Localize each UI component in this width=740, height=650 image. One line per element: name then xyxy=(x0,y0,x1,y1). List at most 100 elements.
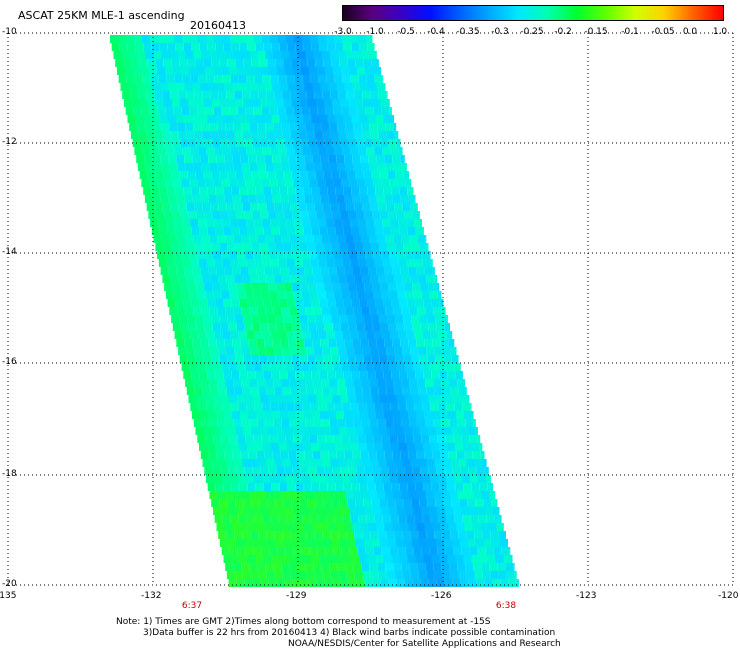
swath-cell xyxy=(295,115,304,123)
swath-cell xyxy=(339,499,348,507)
swath-cell xyxy=(282,275,291,283)
swath-cell xyxy=(282,571,291,579)
swath-cell xyxy=(353,235,362,243)
swath-cell xyxy=(318,331,327,339)
swath-cell xyxy=(183,371,192,379)
swath-cell xyxy=(353,491,362,499)
swath-cell xyxy=(274,459,283,467)
colorbar xyxy=(342,5,724,21)
swath-cell xyxy=(376,523,385,531)
swath-cell xyxy=(362,459,371,467)
swath-cell xyxy=(335,443,343,451)
swath-cell xyxy=(436,283,440,291)
swath-cell xyxy=(345,307,354,315)
swath-cell xyxy=(420,539,428,547)
swath-cell xyxy=(508,579,517,587)
swath-cell xyxy=(427,243,429,251)
swath-cell xyxy=(433,307,442,315)
swath-cell xyxy=(430,259,433,267)
swath-cell xyxy=(402,459,411,467)
swath-cell xyxy=(438,475,446,483)
swath-cell xyxy=(228,395,237,403)
swath-cell xyxy=(293,363,302,371)
swath-cell xyxy=(484,539,492,547)
swath-cell xyxy=(479,555,488,563)
swath-cell xyxy=(149,107,158,115)
swath-cell xyxy=(389,251,398,259)
swath-cell xyxy=(319,483,328,491)
swath-cell xyxy=(194,203,203,211)
swath-cell xyxy=(226,571,235,579)
swath-cell xyxy=(409,235,418,243)
swath-cell xyxy=(242,275,251,283)
swath-cell xyxy=(334,331,343,339)
swath-cell xyxy=(236,99,244,107)
swath-cell xyxy=(228,579,237,587)
swath-cell xyxy=(426,571,435,579)
swath-cell xyxy=(282,387,291,395)
swath-cell xyxy=(239,371,248,379)
swath-cell xyxy=(370,387,379,395)
swath-cell xyxy=(366,147,375,155)
swath-cell xyxy=(383,299,392,307)
swath-cell xyxy=(277,67,285,75)
swath-cell xyxy=(226,347,235,355)
swath-cell xyxy=(453,363,461,371)
swath-cell xyxy=(169,235,178,243)
swath-cell xyxy=(210,203,219,211)
swath-cell xyxy=(266,131,275,139)
swath-cell xyxy=(261,547,270,555)
swath-cell xyxy=(293,251,302,259)
swath-cell xyxy=(356,395,365,403)
swath-cell xyxy=(206,35,214,43)
swath-cell xyxy=(215,227,224,235)
swath-cell xyxy=(279,115,288,123)
swath-cell xyxy=(134,75,143,83)
swath-cell xyxy=(303,371,312,379)
swath-cell xyxy=(272,155,281,163)
swath-cell xyxy=(284,99,292,107)
swath-cell xyxy=(340,211,349,219)
swath-cell xyxy=(384,83,386,91)
swath-cell xyxy=(383,227,392,235)
swath-cell xyxy=(180,99,188,107)
swath-cell xyxy=(323,499,332,507)
swath-cell xyxy=(322,459,331,467)
swath-cell xyxy=(365,251,374,259)
swath-cell xyxy=(266,531,275,539)
swath-cell xyxy=(137,123,146,131)
swath-cell xyxy=(389,507,397,515)
swath-cell xyxy=(193,163,202,171)
swath-cell xyxy=(439,555,448,563)
swath-cell xyxy=(365,507,373,515)
swath-cell xyxy=(110,35,118,43)
swath-cell xyxy=(361,163,370,171)
swath-cell xyxy=(351,555,360,563)
swath-cell xyxy=(452,395,461,403)
swath-cell xyxy=(229,107,238,115)
swath-cell xyxy=(371,171,380,179)
swath-cell xyxy=(476,579,485,587)
swath-cell xyxy=(312,155,321,163)
swath-cell xyxy=(368,195,377,203)
swath-cell xyxy=(250,459,259,467)
swath-cell xyxy=(234,459,243,467)
swath-cell xyxy=(296,155,305,163)
swath-cell xyxy=(383,187,392,195)
swath-cell xyxy=(295,371,304,379)
swath-cell xyxy=(306,347,315,355)
swath-cell xyxy=(326,219,335,227)
swath-cell xyxy=(352,83,361,91)
swath-cell xyxy=(346,91,355,99)
swath-cell xyxy=(331,427,340,435)
swath-cell xyxy=(363,243,372,251)
swath-cell xyxy=(191,187,200,195)
swath-cell xyxy=(386,91,388,99)
swath-cell xyxy=(160,155,169,163)
swath-cell xyxy=(214,259,223,267)
swath-cell xyxy=(232,451,241,459)
swath-cell xyxy=(205,291,214,299)
swath-cell xyxy=(169,51,178,59)
swath-cell xyxy=(348,395,357,403)
swath-cell xyxy=(333,507,341,515)
